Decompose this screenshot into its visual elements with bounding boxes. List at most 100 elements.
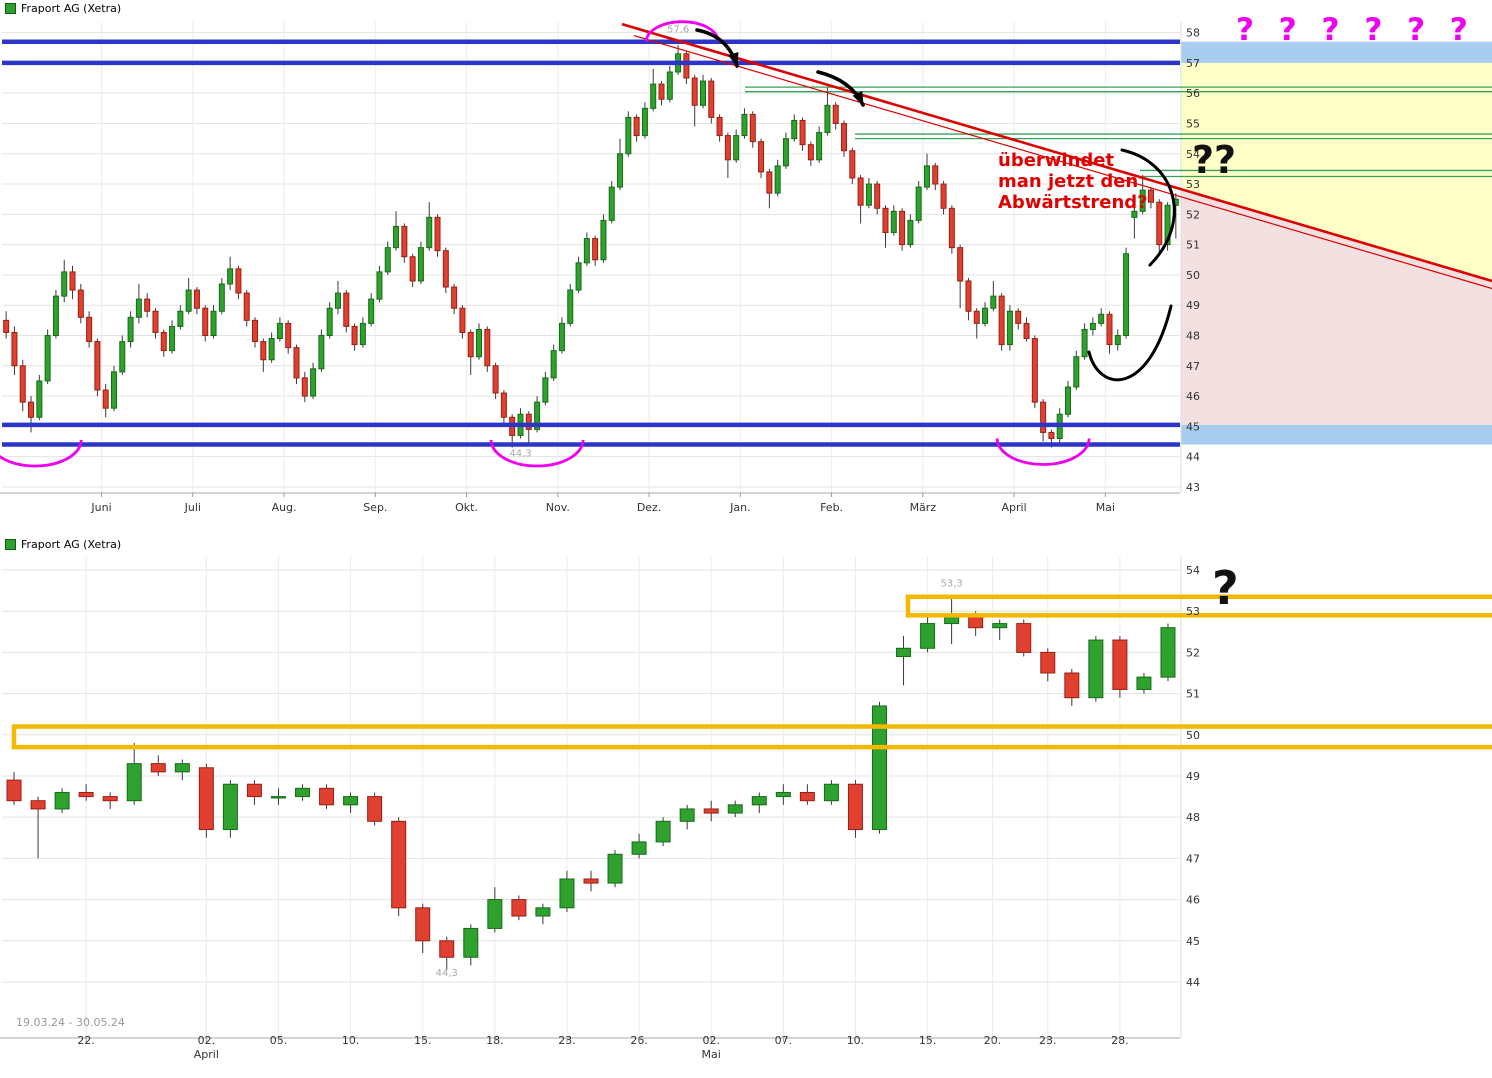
candle-body xyxy=(3,319,10,333)
svg-text:45: 45 xyxy=(1186,420,1200,433)
axis-labels: 43 44 45 46 47 48 49 50 51 52 53 54 55 56 57 58 Juni Juli… xyxy=(90,27,1200,514)
date-range-label: 19.03.24 - 30.05.24 xyxy=(16,1016,125,1029)
candle-body xyxy=(52,295,59,336)
top-arc-annotation xyxy=(644,20,720,42)
candle-body xyxy=(198,767,214,831)
series-label: Fraport AG (Xetra) xyxy=(21,538,122,551)
svg-text:55: 55 xyxy=(1186,117,1200,130)
candle-body xyxy=(1089,322,1096,330)
candle-body xyxy=(832,104,839,124)
svg-text:47: 47 xyxy=(1186,852,1200,865)
candle-body xyxy=(608,186,615,221)
candle-body xyxy=(847,783,863,831)
hand-drawn-curve xyxy=(1087,304,1173,382)
annotation-question-mark-black: ? xyxy=(1212,561,1239,615)
svg-text:April: April xyxy=(194,1048,219,1061)
candle-body xyxy=(666,71,673,100)
svg-text:44: 44 xyxy=(1186,451,1200,464)
candle-body xyxy=(992,623,1008,629)
candle-body xyxy=(144,298,151,312)
series-color-swatch-icon xyxy=(5,3,16,14)
svg-text:44,3: 44,3 xyxy=(509,449,531,460)
candle-body xyxy=(119,341,126,373)
candle-body xyxy=(222,783,238,831)
svg-text:51: 51 xyxy=(1186,688,1200,701)
candle-body xyxy=(592,238,599,261)
candle-body xyxy=(871,705,887,831)
candle-body xyxy=(359,322,366,346)
candle-body xyxy=(535,907,551,917)
svg-text:Nov.: Nov. xyxy=(546,501,570,514)
svg-text:Okt.: Okt. xyxy=(455,501,478,514)
candle-body xyxy=(160,331,167,352)
candle-body xyxy=(583,878,599,884)
svg-text:47: 47 xyxy=(1186,360,1200,373)
candle-body xyxy=(807,144,814,161)
svg-text:52: 52 xyxy=(1186,646,1200,659)
candle-body xyxy=(86,316,93,343)
svg-text:46: 46 xyxy=(1186,894,1200,907)
svg-text:Juni: Juni xyxy=(90,501,111,514)
point-labels: 57,6 44,3 xyxy=(509,25,689,460)
candle-body xyxy=(534,401,541,430)
candle-body xyxy=(1160,627,1176,678)
hand-drawn-curve xyxy=(695,28,739,68)
chart-legend: Fraport AG (Xetra) xyxy=(5,2,121,15)
candle-body xyxy=(1156,201,1163,246)
candle-body xyxy=(368,298,375,324)
candle-body xyxy=(617,153,624,188)
chart-legend: Fraport AG (Xetra) xyxy=(5,538,121,551)
candle-body xyxy=(293,347,300,379)
svg-text:54: 54 xyxy=(1186,148,1200,161)
candle-body xyxy=(965,280,972,312)
candle-body xyxy=(1136,676,1152,690)
candle-body xyxy=(94,341,101,391)
svg-text:53: 53 xyxy=(1186,178,1200,191)
candle-body xyxy=(766,171,773,194)
candle-body xyxy=(19,365,26,403)
candle-body xyxy=(699,80,706,106)
candle-body xyxy=(78,791,94,798)
candle-body xyxy=(823,783,839,802)
candle-body xyxy=(1015,310,1022,324)
annotation-trend-line-1: überwindet xyxy=(998,150,1115,171)
candle-body xyxy=(193,289,200,309)
candle-body xyxy=(583,238,590,264)
candle-body xyxy=(126,763,142,802)
candle-body xyxy=(102,389,109,409)
svg-text:51: 51 xyxy=(1186,239,1200,252)
yearly-candlestick-chart: 43 44 45 46 47 48 49 50 51 52 53 54 55 56 57 58 Juni Juli… xyxy=(0,20,1492,514)
candle-body xyxy=(940,183,947,209)
candle-body xyxy=(896,647,912,658)
svg-text:Mai: Mai xyxy=(1096,501,1115,514)
candle-body xyxy=(11,331,18,367)
candle-body xyxy=(343,796,359,806)
candle-body xyxy=(127,316,134,343)
candle-body xyxy=(246,783,262,798)
candle-body xyxy=(824,104,831,134)
candle-body xyxy=(857,177,864,206)
support-resistance-lines xyxy=(2,22,1492,447)
svg-text:53,3: 53,3 xyxy=(940,578,962,589)
candle-body xyxy=(442,250,449,288)
candle-body xyxy=(782,138,789,167)
candle-body xyxy=(1016,623,1032,653)
candle-body xyxy=(542,377,549,403)
candle-body xyxy=(932,165,939,185)
candle-body xyxy=(948,207,955,249)
annotation-trend-question: überwindet man jetzt den Abwärtstrend? xyxy=(998,150,1148,213)
candle-body xyxy=(61,271,68,297)
candle-body xyxy=(343,292,350,327)
candle-body xyxy=(575,262,582,291)
svg-text:44,3: 44,3 xyxy=(436,968,458,979)
candle-body xyxy=(703,808,719,814)
gridlines xyxy=(0,22,1182,494)
candle-body xyxy=(816,132,823,161)
svg-text:50: 50 xyxy=(1186,269,1200,282)
candle-body xyxy=(1031,338,1038,403)
annotation-trend-line-3: Abwärtstrend? xyxy=(998,192,1148,213)
svg-text:44: 44 xyxy=(1186,976,1200,989)
candle-body xyxy=(1073,356,1080,388)
candle-body xyxy=(550,350,557,379)
